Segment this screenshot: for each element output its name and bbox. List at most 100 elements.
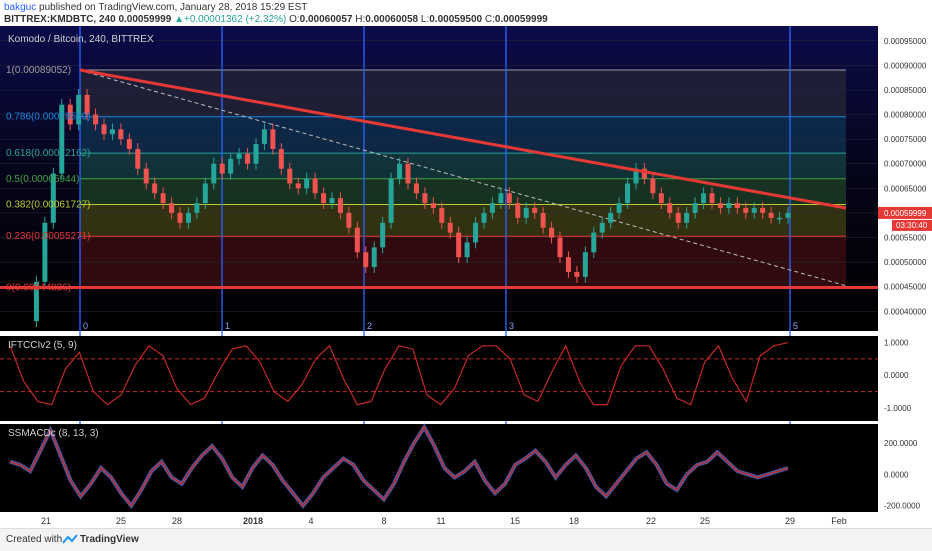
candle-body [67, 104, 73, 125]
candle-body [312, 178, 318, 194]
open-value: 0.00060057 [299, 14, 353, 25]
y-tick-label: 200.0000 [884, 439, 918, 448]
y-tick-label: 0.00090000 [884, 61, 927, 70]
created-with-text: Created with [6, 534, 63, 545]
candle-body [701, 193, 707, 204]
x-tick-label: 8 [381, 516, 386, 526]
countdown-badge [892, 219, 932, 231]
candle-body [405, 163, 411, 184]
candle-body [321, 193, 327, 204]
candle-body [751, 208, 757, 213]
candle-body [625, 183, 631, 204]
candle-body [506, 193, 512, 204]
ift-panel-bg [0, 336, 878, 421]
candle-body [126, 139, 132, 149]
y-tick-label: 0.00085000 [884, 86, 927, 95]
y-tick-label: 0.00095000 [884, 37, 927, 46]
vertical-marker-label: 2 [367, 321, 372, 331]
candle-body [515, 203, 521, 218]
candle-body [354, 227, 360, 253]
fib-label: 0(0.00044836) [6, 283, 71, 294]
candle-body [337, 198, 343, 213]
y-tick-label: 0.0000 [884, 371, 909, 380]
candle-body [557, 237, 563, 258]
candle-body [734, 203, 740, 209]
chart-header: bakguc published on TradingView.com, Jan… [0, 0, 932, 26]
candle-body [709, 193, 715, 204]
candle-body [202, 183, 208, 204]
candle-body [591, 232, 597, 253]
x-tick-label: 4 [308, 516, 313, 526]
ohlc-line: BITTREX:KMDBTC, 240 0.00059999 ▲+0.00001… [4, 14, 548, 25]
candle-body [109, 129, 115, 135]
fib-label: 1(0.00089052) [6, 65, 71, 76]
x-tick-label: 2018 [243, 516, 263, 526]
candle-body [236, 153, 242, 159]
candle-body [489, 203, 495, 213]
up-arrow-icon: ▲ [174, 14, 184, 25]
candle-body [675, 212, 681, 223]
main-chart-title: Komodo / Bitcoin, 240, BITTREX [8, 34, 154, 45]
candle-body [270, 129, 276, 149]
candle-body [760, 208, 766, 213]
candle-body [169, 203, 175, 213]
author-link[interactable]: bakguc [4, 2, 37, 13]
open-label: O: [289, 14, 300, 25]
candle-body [768, 212, 774, 218]
fib-label: 0.618(0.00072162) [6, 148, 91, 159]
x-axis-labels: 21 25 28 2018 4 8 11 15 18 22 25 29 Feb [41, 516, 847, 526]
close-label: C: [484, 14, 495, 25]
tradingview-brand[interactable]: TradingView [80, 534, 139, 545]
y-tick-label: 0.00040000 [884, 307, 927, 316]
y-axis-labels: 0.00095000 0.00090000 0.00085000 0.00080000… [878, 37, 932, 511]
fib-label: 0.786(0.00079559) [6, 112, 91, 123]
publish-line: bakguc published on TradingView.com, Jan… [4, 2, 307, 13]
candle-body [346, 212, 352, 228]
low-label: L: [420, 14, 430, 25]
candle-body [42, 222, 48, 282]
price-axis[interactable] [878, 26, 932, 512]
resistance-trend-line[interactable] [79, 68, 847, 210]
y-tick-label: 1.0000 [884, 339, 909, 348]
candle-body [228, 158, 234, 174]
macd-title: SSMACDc (8, 13, 3) [8, 428, 99, 439]
y-tick-label: 0.00080000 [884, 111, 927, 120]
candle-body [261, 129, 267, 145]
vertical-marker-label: 3 [509, 321, 514, 331]
footer: Created with TradingView [0, 528, 932, 551]
candle-body [93, 114, 99, 125]
candle-body [540, 212, 546, 228]
chart-area[interactable]: 0 1 2 3 5 1(0.00089052) 0.786(0.00079559) 0.61… [0, 26, 932, 528]
last-price: 0.00059999 [118, 14, 172, 25]
candle-body [633, 168, 639, 184]
last-price-label: 0.00059999 [884, 209, 927, 218]
candles [33, 88, 791, 328]
candle-body [650, 178, 656, 194]
price-change: +0.00001362 (+2.32%) [184, 14, 287, 25]
candle-body [565, 257, 571, 272]
published-text: published on TradingView.com, January 28… [39, 2, 308, 13]
x-tick-label: 29 [785, 516, 795, 526]
candle-body [473, 222, 479, 243]
x-tick-label: 28 [172, 516, 182, 526]
x-tick-label: 25 [116, 516, 126, 526]
candle-body [608, 212, 614, 223]
candle-body [430, 203, 436, 209]
candle-body [287, 168, 293, 184]
candle-body [211, 163, 217, 184]
macd-line [9, 425, 789, 507]
symbol-label: BITTREX:KMDBTC, 240 [4, 14, 116, 25]
candle-body [33, 281, 39, 322]
vertical-marker-label: 0 [83, 321, 88, 331]
tradingview-logo-icon [62, 534, 78, 544]
candle-body [380, 222, 386, 248]
y-tick-label: 0.0000 [884, 470, 909, 479]
candle-body [84, 94, 90, 115]
ift-indicator [0, 341, 878, 406]
y-tick-label: -1.0000 [884, 404, 912, 413]
candle-body [785, 212, 791, 218]
fib-label: 0.236(0.00055271) [6, 231, 91, 242]
fib-label: 0.5(0.00066944) [6, 174, 79, 185]
y-tick-label: 0.00050000 [884, 258, 927, 267]
candle-body [278, 148, 284, 169]
